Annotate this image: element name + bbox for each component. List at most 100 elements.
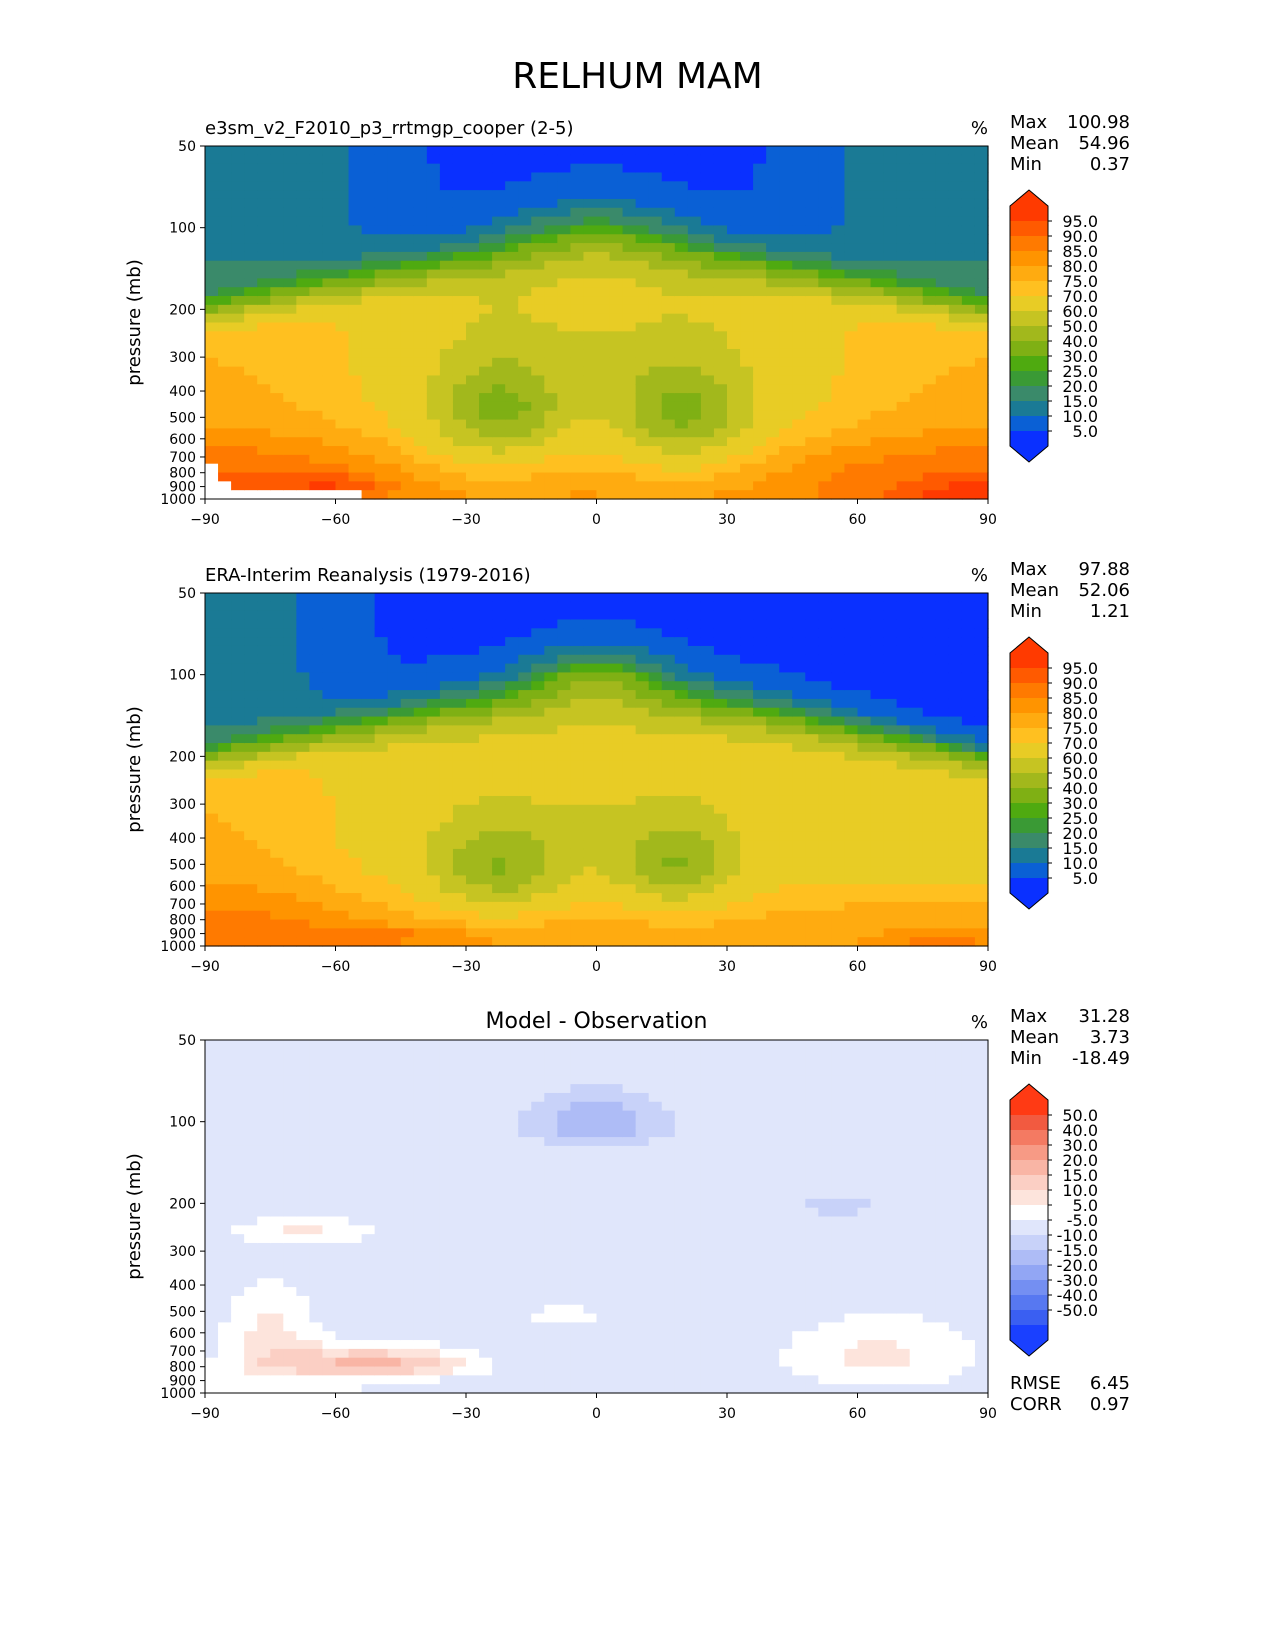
contour-cell xyxy=(218,628,232,638)
contour-cell xyxy=(805,778,819,788)
contour-cell xyxy=(400,610,415,621)
contour-cell xyxy=(792,322,806,332)
contour-cell xyxy=(909,207,924,218)
contour-cell xyxy=(570,778,585,788)
contour-cell xyxy=(452,463,467,474)
contour-cell xyxy=(792,340,806,350)
contour-cell xyxy=(205,393,219,403)
contour-cell xyxy=(622,401,637,412)
contour-cell xyxy=(205,437,219,447)
contour-cell xyxy=(479,340,493,350)
contour-cell xyxy=(413,375,428,385)
contour-cell xyxy=(387,928,402,938)
contour-cell xyxy=(387,481,402,491)
contour-cell xyxy=(883,831,898,841)
contour-cell xyxy=(257,146,271,156)
contour-cell xyxy=(687,875,702,885)
contour-cell xyxy=(935,787,950,797)
contour-cell xyxy=(335,154,350,165)
contour-cell xyxy=(857,619,872,629)
contour-cell xyxy=(322,928,337,938)
contour-cell xyxy=(244,743,258,753)
contour-cell xyxy=(922,901,937,912)
contour-cell xyxy=(648,428,663,438)
contour-cell xyxy=(700,822,715,832)
contour-cell xyxy=(570,181,585,191)
contour-cell xyxy=(961,357,976,368)
contour-cell xyxy=(635,216,650,227)
contour-cell xyxy=(844,698,859,709)
contour-cell xyxy=(218,198,232,209)
contour-cell xyxy=(831,840,846,850)
contour-cell xyxy=(244,348,258,359)
contour-cell xyxy=(792,619,806,629)
contour-cell xyxy=(426,760,441,771)
contour-cell xyxy=(583,593,598,603)
contour-cell xyxy=(218,401,232,412)
contour-cell xyxy=(831,172,846,182)
contour-cell xyxy=(792,637,806,647)
contour-cell xyxy=(309,866,324,876)
contour-cell xyxy=(870,804,885,815)
contour-cell xyxy=(831,340,846,350)
contour-cell xyxy=(779,707,793,718)
contour-cell xyxy=(400,181,415,191)
contour-cell xyxy=(648,866,663,876)
contour-cell xyxy=(818,472,832,482)
contour-cell xyxy=(805,734,819,744)
contour-cell xyxy=(609,707,624,718)
contour-cell xyxy=(909,593,924,603)
contour-cell xyxy=(700,734,715,744)
contour-cell xyxy=(779,901,793,912)
contour-cell xyxy=(713,375,728,385)
contour-cell xyxy=(531,919,545,929)
contour-cell xyxy=(857,628,872,638)
contour-cell xyxy=(426,384,441,394)
contour-cell xyxy=(857,654,872,665)
contour-cell xyxy=(883,734,898,744)
contour-cell xyxy=(479,698,493,709)
contour-cell xyxy=(296,857,310,868)
contour-cell xyxy=(648,472,663,482)
contour-cell xyxy=(231,831,245,841)
contour-cell xyxy=(466,322,480,332)
contour-cell xyxy=(505,216,519,227)
contour-cell xyxy=(348,831,363,841)
contour-cell xyxy=(805,795,819,806)
contour-cell xyxy=(583,410,598,421)
contour-cell xyxy=(452,875,467,885)
contour-cell xyxy=(740,340,754,350)
contour-cell xyxy=(713,937,728,947)
contour-cell xyxy=(296,751,310,762)
colorbar-label: 15.0 xyxy=(1062,839,1098,858)
contour-cell xyxy=(557,804,571,815)
contour-cell xyxy=(857,419,872,429)
contour-cell xyxy=(270,348,284,359)
contour-cell xyxy=(896,437,911,447)
contour-cell xyxy=(687,919,702,929)
contour-cell xyxy=(753,401,767,412)
contour-cell xyxy=(674,813,689,824)
contour-cell xyxy=(374,207,389,218)
contour-cell xyxy=(518,804,532,815)
contour-cell xyxy=(961,901,976,912)
contour-cell xyxy=(779,787,793,797)
contour-cell xyxy=(922,893,937,903)
contour-cell xyxy=(257,628,271,638)
contour-cell xyxy=(309,698,324,709)
contour-cell xyxy=(635,331,650,341)
contour-cell xyxy=(348,769,363,779)
contour-cell xyxy=(974,278,989,288)
contour-cell xyxy=(961,181,976,191)
contour-cell xyxy=(766,778,780,788)
contour-cell xyxy=(322,490,337,500)
contour-cell xyxy=(661,848,676,859)
contour-cell xyxy=(335,928,350,938)
y-tick-label: 1000 xyxy=(160,492,196,508)
contour-cell xyxy=(205,672,219,682)
contour-cell xyxy=(700,690,715,700)
contour-cell xyxy=(844,481,859,491)
contour-cell xyxy=(452,366,467,377)
contour-cell xyxy=(909,910,924,921)
contour-cell xyxy=(544,384,558,394)
